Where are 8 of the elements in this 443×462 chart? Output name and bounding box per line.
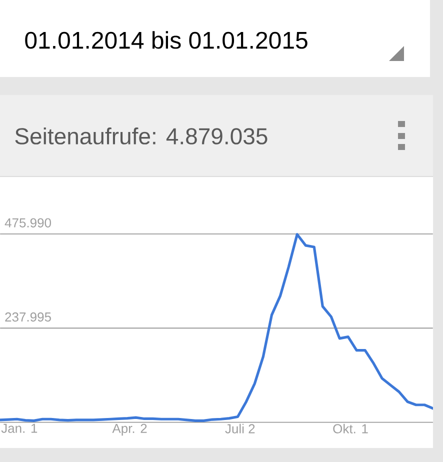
x-tick-label: Apr. 2 (112, 424, 147, 436)
x-tick-label: Juli 2 (225, 424, 255, 434)
chart-title: Seitenaufrufe: 4.879.035 (15, 128, 268, 144)
x-tick-label: Okt. 1 (333, 424, 368, 434)
y-tick-label: 237.995 (5, 312, 51, 322)
x-tick-label: Jan. 1 (1, 424, 38, 433)
chart-subtitle: 01.01.2014 bis 01.01.2015 (25, 31, 308, 49)
y-tick-label: 475.990 (4, 218, 52, 228)
